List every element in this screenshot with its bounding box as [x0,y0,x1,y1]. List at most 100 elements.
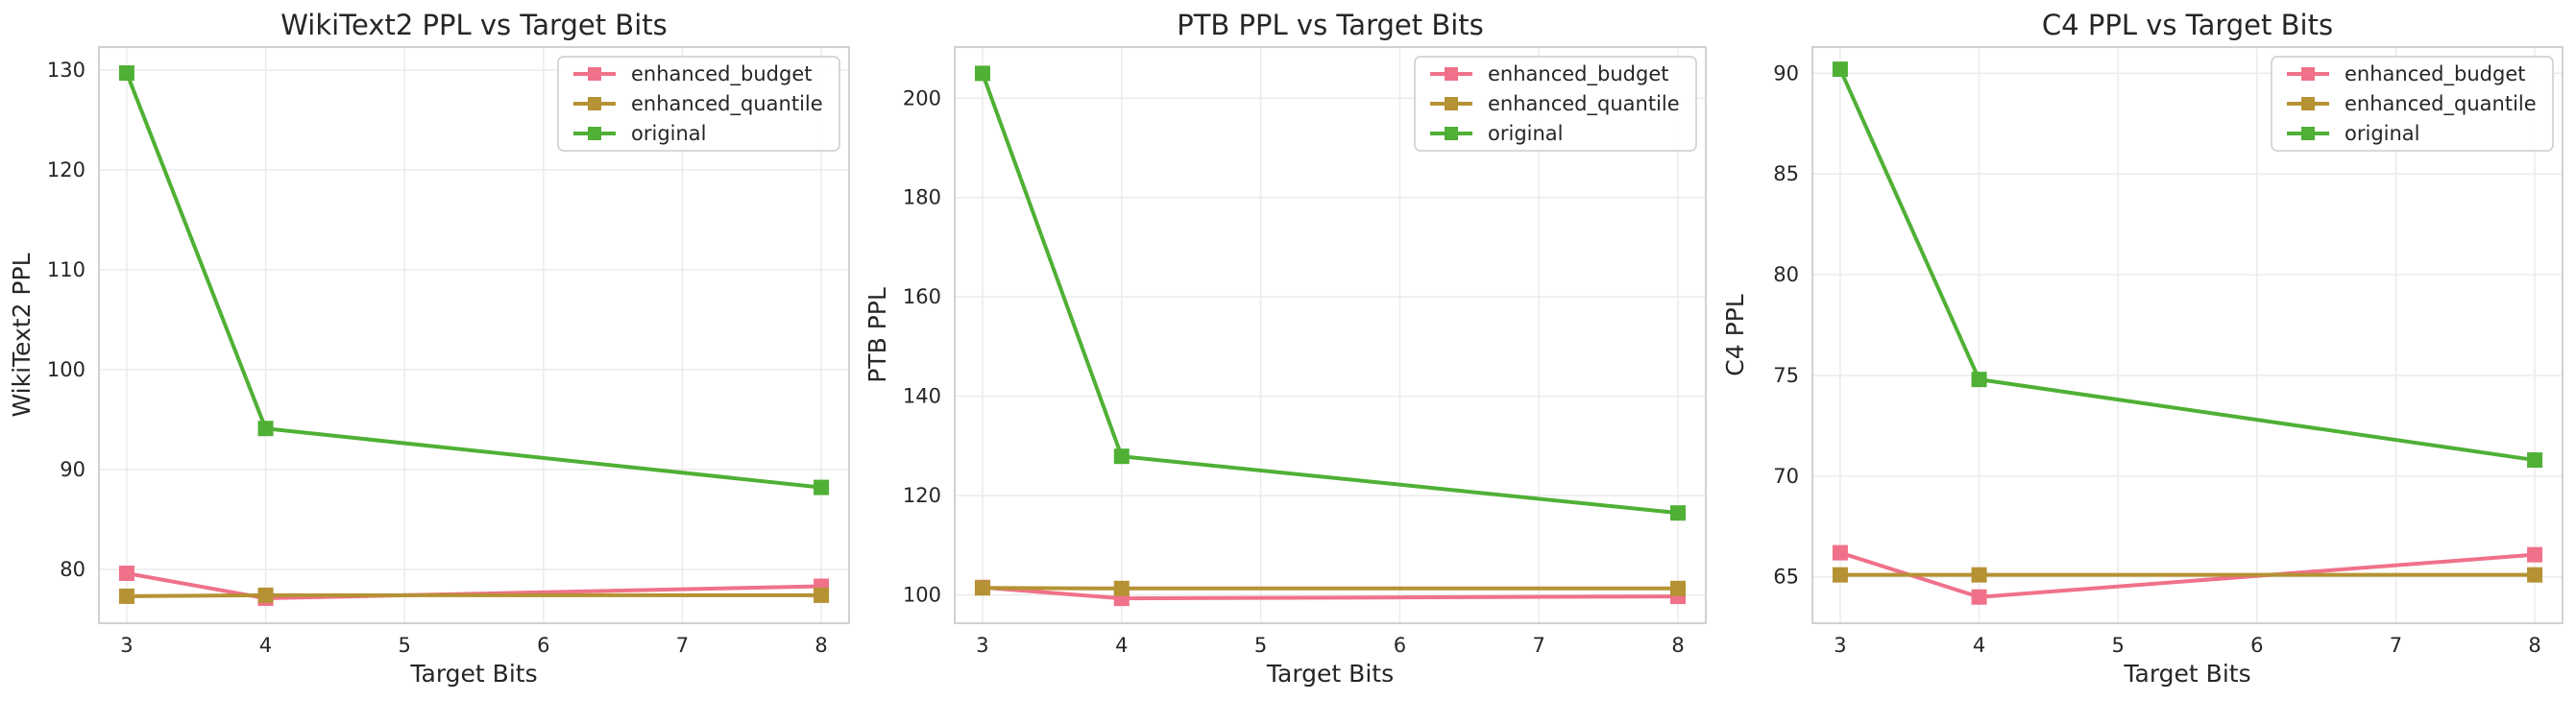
data-point [814,587,830,603]
y-tick-label: 80 [60,558,85,581]
y-tick-label: 75 [1773,364,1799,387]
x-axis-label: Target Bits [2123,660,2250,688]
x-tick-label: 5 [398,634,410,657]
x-tick-label: 7 [1533,634,1545,657]
data-point [118,588,134,604]
x-axis-label: Target Bits [409,660,537,688]
x-tick-label: 7 [676,634,689,657]
axes-frame [98,46,850,624]
y-tick-label: 130 [47,59,85,82]
legend-label: enhanced_budget [2345,62,2525,86]
legend-box [1414,56,1697,152]
chart-panel-1: 3 4 5 6 7 8 80 90 100 110 120 130 WikiText2 PPL vs T… [8,9,850,688]
data-point [257,421,274,437]
chart-title: PTB PPL vs Target Bits [1177,9,1484,41]
x-tick-label: 3 [1834,634,1846,657]
axes-frame [954,46,1707,624]
legend-swatch-marker [2301,97,2315,110]
data-point [118,566,134,582]
series-original [1832,61,2543,469]
legend-swatch-marker [1445,97,1458,110]
data-point [1670,580,1687,596]
y-tick-label: 65 [1773,566,1799,589]
x-tick-label: 8 [1671,634,1684,657]
legend-swatch-marker [1445,67,1458,81]
y-axis-label: PTB PPL [863,287,891,383]
data-point [2527,546,2543,563]
legend-label: original [2345,122,2420,145]
y-tick-label: 100 [903,584,941,607]
grid [99,47,849,623]
y-tick-label: 90 [1773,61,1799,85]
data-point [2527,567,2543,583]
y-axis-label: WikiText2 PPL [8,253,36,417]
legend-swatch-marker [588,97,601,110]
chart-panel-3: 3 4 5 6 7 8 65 70 75 80 85 90 C4 PPL vs Target Bits T… [1721,9,2564,688]
data-point [1971,372,1987,388]
legend-box [2271,56,2554,152]
data-point [1832,544,1848,561]
x-tick-label: 4 [1115,634,1128,657]
data-point [2527,452,2543,469]
x-axis-label: Target Bits [1266,660,1394,688]
legend-swatch-marker [1445,127,1458,140]
series-original [118,65,830,496]
y-tick-label: 110 [47,258,85,281]
data-point [1832,61,1848,78]
data-point [814,479,830,496]
y-tick-label: 140 [903,385,941,408]
series-enhanced_quantile [974,580,1687,596]
series-enhanced_quantile [1832,567,2543,583]
series-line [126,592,822,598]
series-original [974,65,1687,521]
data-point [1113,580,1130,596]
data-point [118,65,134,82]
y-tick-label: 180 [903,186,941,209]
legend-label: enhanced_budget [1488,62,1668,86]
y-tick-label: 120 [903,484,941,507]
series-enhanced_budget [1832,544,2543,605]
y-tick-label: 100 [47,358,85,381]
x-tick-label: 5 [2111,634,2124,657]
x-tick-label: 3 [120,634,133,657]
data-point [1971,589,1987,605]
x-tick-label: 4 [259,634,272,657]
data-point [257,587,274,603]
chart-title: WikiText2 PPL vs Target Bits [280,9,667,41]
series-line [982,586,1679,591]
y-tick-label: 120 [47,158,85,181]
legend-swatch-marker [2301,127,2315,140]
legend-swatch-marker [588,127,601,140]
legend-box [557,56,840,152]
data-point [974,65,990,82]
y-tick-label: 90 [60,458,85,481]
legend-label: original [631,122,707,145]
y-tick-label: 80 [1773,263,1799,286]
x-tick-label: 6 [537,634,549,657]
x-tick-label: 5 [1254,634,1267,657]
legend: enhanced_budget enhanced_quantile original [557,56,840,152]
y-tick-label: 85 [1773,162,1799,185]
x-tick-label: 4 [1973,634,1985,657]
legend-swatch-marker [588,67,601,81]
y-tick-label: 160 [903,285,941,308]
x-tick-label: 7 [2390,634,2402,657]
axes-frame [1811,46,2564,624]
chart-title: C4 PPL vs Target Bits [2042,9,2333,41]
x-tick-label: 8 [2528,634,2540,657]
legend-label: enhanced_budget [631,62,812,86]
data-point [1113,448,1130,465]
data-point [1832,567,1848,583]
legend: enhanced_budget enhanced_quantile original [1414,56,1697,152]
data-point [974,580,990,596]
legend-label: enhanced_quantile [1488,92,1680,116]
data-point [1670,505,1687,521]
legend-label: enhanced_quantile [2345,92,2537,116]
x-tick-label: 6 [1394,634,1406,657]
legend-label: original [1488,122,1564,145]
legend-label: enhanced_quantile [631,92,823,116]
data-point [1971,567,1987,583]
chart-panel-2: 3 4 5 6 7 8 100 120 140 160 180 200 PTB PPL vs Targe… [863,9,1707,688]
legend-swatch-marker [2301,67,2315,81]
